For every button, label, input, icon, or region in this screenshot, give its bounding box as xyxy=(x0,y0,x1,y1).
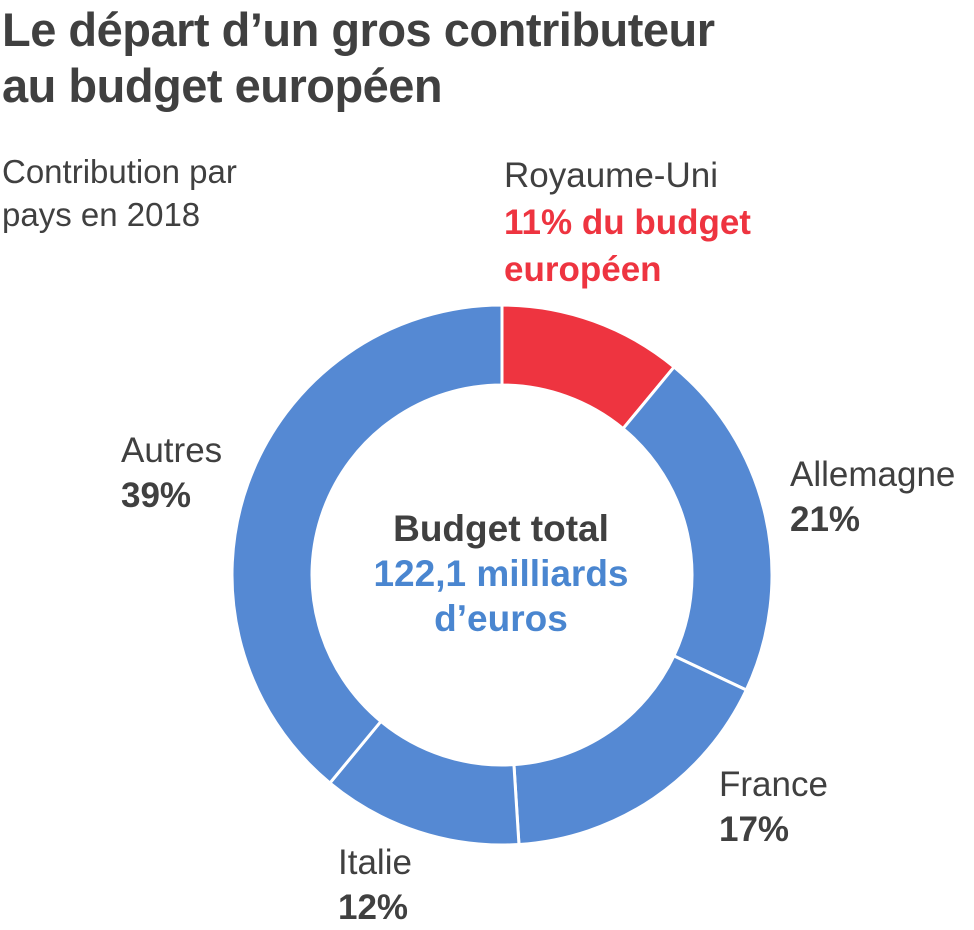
uk-share-line-1: 11% du budget xyxy=(504,203,751,242)
donut-slice-autres xyxy=(230,303,504,785)
center-value-line-2: d’euros xyxy=(434,598,568,639)
label-autres-pct: 39% xyxy=(121,476,192,515)
label-france-name: France xyxy=(719,765,828,804)
label-italie-name: Italie xyxy=(338,843,412,882)
donut-slice-france xyxy=(512,654,748,846)
label-autres: Autres 39% xyxy=(121,428,222,518)
label-france: France 17% xyxy=(719,762,828,852)
uk-callout: Royaume-Uni 11% du budget européen xyxy=(504,152,751,293)
chart-subtitle: Contribution par pays en 2018 xyxy=(2,150,237,236)
chart-title-line-2: au budget européen xyxy=(2,59,443,112)
uk-label: Royaume-Uni xyxy=(504,156,718,195)
label-allemagne-pct: 21% xyxy=(790,500,861,539)
chart-subtitle-line-2: pays en 2018 xyxy=(2,196,201,233)
label-france-pct: 17% xyxy=(719,810,790,849)
chart-title: Le départ d’un gros contributeur au budg… xyxy=(2,2,715,114)
chart-title-line-1: Le départ d’un gros contributeur xyxy=(2,3,715,56)
label-italie-pct: 12% xyxy=(338,888,409,927)
label-allemagne: Allemagne 21% xyxy=(790,452,955,542)
center-value-line-1: 122,1 milliards xyxy=(373,553,629,594)
label-allemagne-name: Allemagne xyxy=(790,455,956,494)
label-autres-name: Autres xyxy=(121,431,223,470)
chart-subtitle-line-1: Contribution par xyxy=(2,153,237,190)
donut-slice-allemagne xyxy=(621,365,774,692)
donut-center-label: Budget total 122,1 milliards d’euros xyxy=(351,506,651,641)
center-title: Budget total xyxy=(393,508,609,549)
uk-share-line-2: européen xyxy=(504,250,662,289)
label-italie: Italie 12% xyxy=(338,840,412,930)
